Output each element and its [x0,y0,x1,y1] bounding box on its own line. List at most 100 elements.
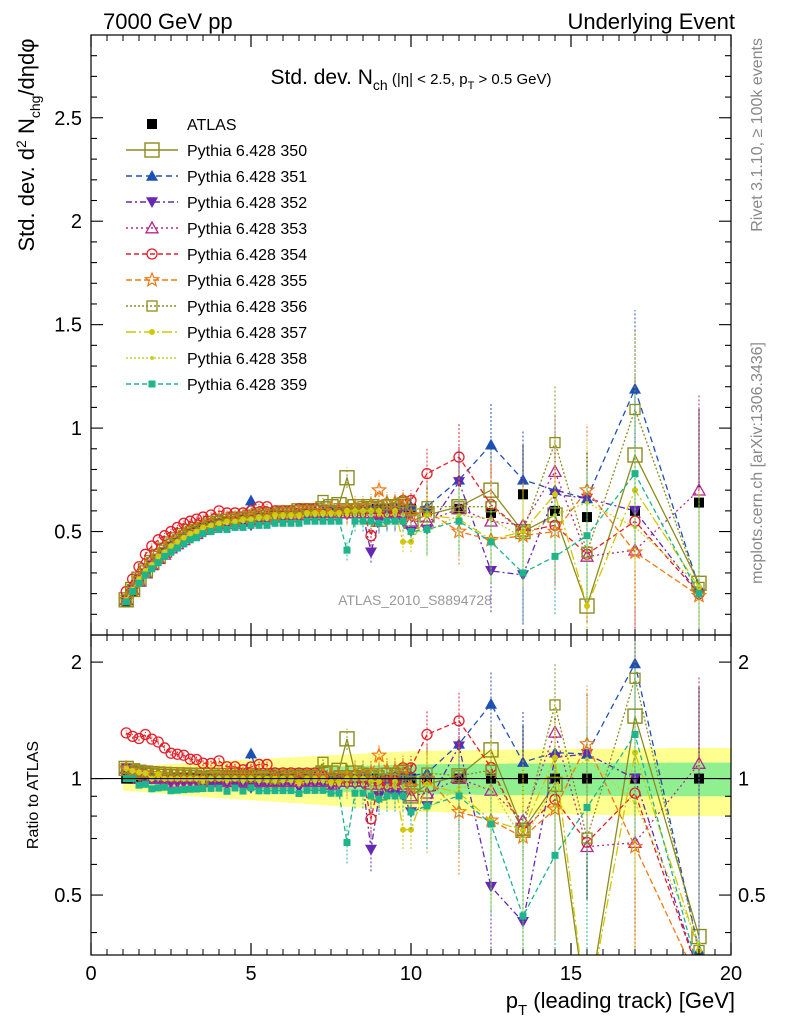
data-point [519,569,527,577]
legend-marker [150,356,154,360]
ratio-point [335,789,343,797]
data-point [339,470,355,486]
ratio-point [303,786,311,794]
data-point [209,523,213,528]
legend-label: Pythia 6.428 350 [187,143,307,160]
analysis-label: ATLAS_2010_S8894728 [338,592,492,608]
y-tick-label: 1 [71,418,82,440]
series-pythia-358 [124,436,701,635]
ratio-point [133,732,145,745]
data-point [367,517,375,525]
series-pythia-359 [122,395,703,635]
ratio-point [327,789,335,797]
ratio-point [295,789,303,797]
legend-label: Pythia 6.428 355 [187,273,307,290]
legend-marker [146,248,158,260]
legend-label: ATLAS [187,117,237,134]
legend-marker [146,197,158,208]
ratio-point [171,748,184,760]
ratio-y-tick-label-right: 1 [738,769,749,791]
ratio-point [693,969,705,980]
series-pythia-352 [120,432,705,635]
data-point [485,438,497,450]
ratio-point [281,779,285,784]
ratio-series-line [125,720,693,955]
ratio-y-tick-label: 2 [71,652,82,674]
ratio-point [485,697,497,709]
data-point [146,540,158,552]
ratio-point [365,844,377,856]
data-point [370,481,388,498]
data-point [695,590,703,598]
series-line [125,472,700,603]
ratio-series-group [117,635,707,980]
ylabel-n: N [14,118,39,140]
y-tick-label: 2.5 [54,108,82,130]
ratio-point [693,944,705,955]
ratio-y-tick-label-right: 0.5 [738,885,766,907]
ylabel-sub: chg [27,96,43,119]
legend-label: Pythia 6.428 356 [187,299,307,316]
title-sub-t: T [468,80,475,92]
y-axis-label: Std. dev. d2 Nchg/dηdφ [13,38,43,251]
ratio-point [180,786,188,794]
title-cuts-end: > 0.5 GeV) [474,71,551,88]
data-point [245,494,257,506]
legend-marker [147,119,157,129]
series-pythia-355 [117,423,708,635]
ylabel-rest: /dηdφ [14,38,39,95]
ratio-point [552,754,558,761]
legend-label: Pythia 6.428 359 [187,377,307,394]
ylabel-sup: 2 [13,140,29,148]
ratio-point [423,802,431,810]
legend-label: Pythia 6.428 354 [187,247,307,264]
ratio-point [257,779,261,784]
ratio-point [405,775,417,788]
ratio-point [263,787,271,795]
plot-title: Std. dev. Nch (|η| < 2.5, pT > 0.5 GeV) [271,66,552,93]
data-point [317,494,329,507]
data-point [139,548,152,560]
legend-marker [148,380,156,388]
ratio-y-tick-label: 1 [71,769,82,791]
ratio-point [407,808,415,816]
ratio-point [317,756,329,768]
ylabel-main: Std. dev. d [14,148,39,252]
ratio-y-axis-label: Ratio to ATLAS [25,741,42,849]
data-point [359,517,367,525]
legend-marker [144,142,160,158]
rivet-version-text: Rivet 3.1.10, ≥ 100k events [749,38,766,232]
ratio-point [296,778,302,785]
series-layer [117,310,708,980]
ratio-point [184,753,196,765]
xlabel-rest: (leading track) [GeV] [527,988,735,1013]
data-point [375,519,383,527]
data-point [421,467,433,480]
legend-marker [144,220,160,234]
xlabel-p: p [506,988,518,1013]
series-line [125,386,700,601]
ratio-point [255,787,263,795]
data-point [457,513,461,517]
data-point [365,547,377,559]
ratio-point [165,747,177,759]
data-point [405,505,417,517]
ratio-point [279,787,287,795]
header-right: Underlying Event [567,9,735,34]
ratio-point [146,733,158,745]
data-point [351,517,359,525]
ratio-point [237,764,249,776]
legend: ATLAS Pythia 6.428 350 Pythia 6.428 351 Pyt… [126,117,307,394]
y-tick-label: 2 [71,211,82,233]
ratio-point [221,780,233,791]
ratio-point [245,761,257,773]
ratio-point [694,969,704,979]
x-tick-label: 0 [85,963,96,985]
header-left: 7000 GeV pp [103,9,233,34]
series-line [125,501,700,601]
data-point [381,499,393,511]
ratio-point [213,755,225,767]
ratio-point [319,786,327,794]
legend-label: Pythia 6.428 353 [187,221,307,238]
